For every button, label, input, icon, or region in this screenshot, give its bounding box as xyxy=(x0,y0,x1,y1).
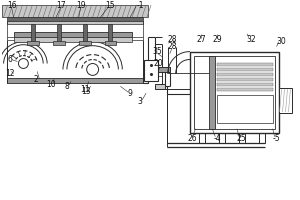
Text: 11: 11 xyxy=(80,85,89,94)
Bar xyxy=(217,88,273,91)
Bar xyxy=(7,21,143,24)
Bar xyxy=(209,56,215,129)
Bar xyxy=(144,60,158,81)
Text: 17: 17 xyxy=(56,1,66,10)
Text: 25: 25 xyxy=(236,134,246,143)
Bar xyxy=(217,63,273,66)
Bar xyxy=(217,78,273,81)
Text: 3: 3 xyxy=(138,97,142,106)
Bar xyxy=(217,68,273,71)
Text: 20: 20 xyxy=(153,59,163,68)
Text: -4: -4 xyxy=(213,134,221,143)
Bar xyxy=(7,17,143,21)
Bar xyxy=(155,84,165,89)
Text: 6: 6 xyxy=(7,55,12,64)
Bar xyxy=(53,41,65,45)
Bar xyxy=(14,37,132,42)
Text: 9: 9 xyxy=(128,89,133,98)
Bar xyxy=(57,24,61,42)
Text: 28: 28 xyxy=(167,42,176,51)
Bar xyxy=(2,5,148,17)
Bar xyxy=(31,24,35,42)
Text: 35: 35 xyxy=(152,47,162,56)
Text: 29: 29 xyxy=(212,35,222,44)
Bar xyxy=(217,73,273,76)
Bar xyxy=(194,56,274,129)
Bar xyxy=(83,24,87,42)
Bar xyxy=(158,67,170,72)
Text: 32: 32 xyxy=(246,35,256,44)
Text: 15: 15 xyxy=(106,1,115,10)
Bar xyxy=(14,32,132,37)
Bar xyxy=(217,83,273,86)
Text: -1: -1 xyxy=(136,1,144,10)
Bar xyxy=(109,24,112,42)
Bar xyxy=(104,41,116,45)
Text: -5: -5 xyxy=(273,134,280,143)
Text: 8: 8 xyxy=(64,82,69,91)
Bar xyxy=(279,88,292,113)
Text: 30: 30 xyxy=(277,37,286,46)
Text: 12: 12 xyxy=(5,69,14,78)
Text: 26: 26 xyxy=(188,134,197,143)
Text: 16: 16 xyxy=(7,1,16,10)
Bar xyxy=(217,95,273,123)
Text: 28: 28 xyxy=(167,35,176,44)
Text: 19: 19 xyxy=(76,1,86,10)
Bar xyxy=(27,41,39,45)
Text: 27: 27 xyxy=(196,35,206,44)
Text: 13: 13 xyxy=(81,87,91,96)
Text: 10: 10 xyxy=(46,80,56,89)
Bar xyxy=(190,52,279,133)
Bar xyxy=(7,78,143,83)
Bar xyxy=(79,41,91,45)
Text: 2: 2 xyxy=(34,75,39,84)
